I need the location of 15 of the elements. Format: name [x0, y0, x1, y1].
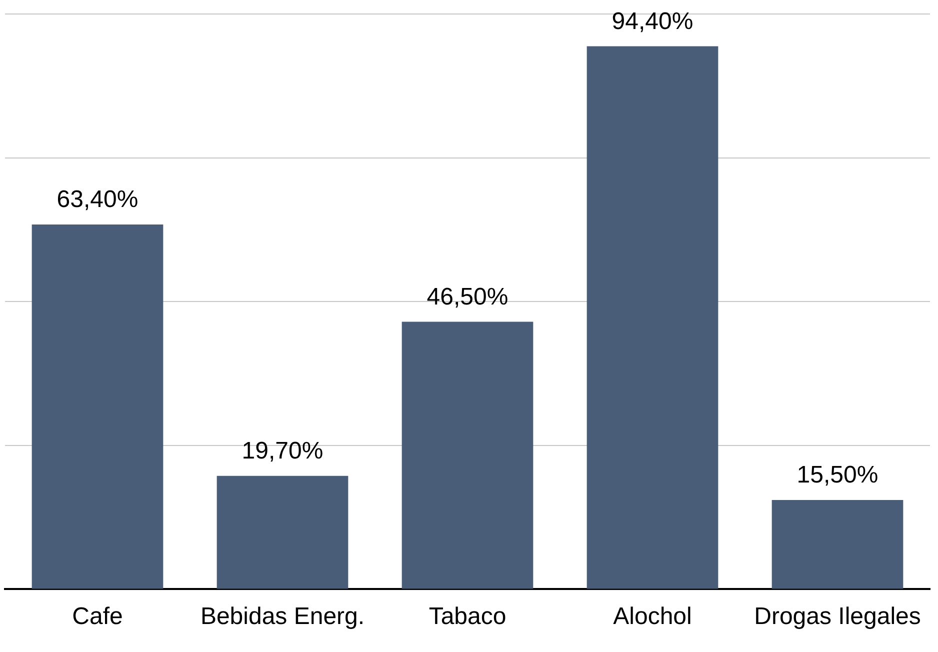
bar	[402, 322, 534, 589]
x-tick-label: Cafe	[72, 603, 123, 630]
bar	[32, 224, 164, 589]
x-tick-label: Tabaco	[428, 603, 506, 630]
data-label: 46,50%	[426, 283, 508, 310]
data-label: 15,50%	[796, 462, 878, 489]
x-tick-label: Bebidas Energ.	[200, 603, 365, 630]
bar	[216, 476, 348, 589]
data-label: 94,40%	[612, 8, 694, 35]
data-label: 19,70%	[242, 438, 324, 465]
bar	[586, 46, 718, 589]
x-tick-label: Drogas Ilegales	[754, 603, 921, 630]
x-tick-label: Alochol	[613, 603, 692, 630]
bar	[772, 500, 904, 589]
data-label: 63,40%	[56, 186, 138, 214]
